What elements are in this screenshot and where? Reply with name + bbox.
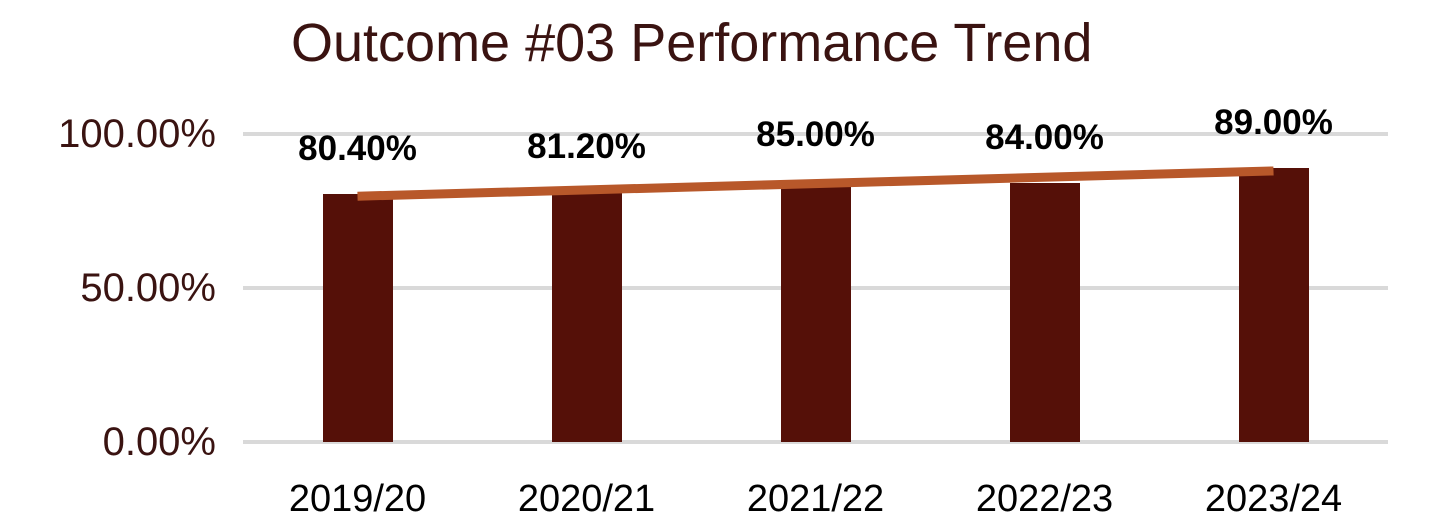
y-tick-label: 100.00% [58,112,216,156]
x-tick-label: 2020/21 [517,478,656,520]
x-tick-label: 2019/20 [288,478,427,520]
x-tick-label: 2023/24 [1204,478,1343,520]
gridline [243,440,1388,444]
bar-2022-23 [1009,183,1080,442]
data-label: 85.00% [756,115,875,155]
x-tick-label: 2021/22 [746,478,885,520]
plot-area: 80.40% 81.20% 85.00% 84.00% 89.00% [243,105,1388,444]
bar-2023-24 [1238,167,1309,442]
bar-2020-21 [551,191,622,442]
data-label: 84.00% [985,118,1104,158]
trendline [243,134,1388,442]
data-label: 89.00% [1214,102,1333,142]
bar-2019-20 [322,194,393,442]
chart-title: Outcome #03 Performance Trend [291,13,1093,73]
gridline [243,132,1388,136]
x-tick-label: 2022/23 [975,478,1114,520]
y-tick-label: 50.00% [80,266,216,310]
bar-2021-22 [780,180,851,442]
y-tick-label: 0.00% [102,420,216,464]
data-label: 80.40% [298,129,417,169]
data-label: 81.20% [527,126,646,166]
